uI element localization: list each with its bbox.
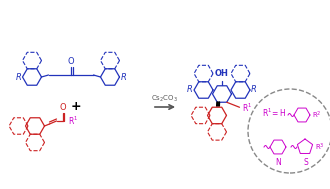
- Text: Cs$_2$CO$_3$: Cs$_2$CO$_3$: [151, 94, 179, 104]
- Text: OH: OH: [215, 70, 229, 78]
- Text: S: S: [304, 158, 308, 167]
- Text: +: +: [71, 101, 81, 114]
- Text: R: R: [251, 85, 257, 94]
- Text: N: N: [275, 158, 281, 167]
- Text: R$^3$: R$^3$: [315, 141, 325, 153]
- Text: R: R: [187, 85, 193, 94]
- Text: R$^1$: R$^1$: [69, 115, 79, 127]
- Text: R$^1$: R$^1$: [242, 102, 252, 115]
- Text: O: O: [60, 103, 66, 112]
- Text: R: R: [120, 73, 126, 81]
- Text: R: R: [16, 73, 21, 81]
- Text: O: O: [68, 57, 74, 66]
- Text: R$^1$= H: R$^1$= H: [262, 107, 287, 119]
- Text: R$^2$: R$^2$: [312, 109, 321, 121]
